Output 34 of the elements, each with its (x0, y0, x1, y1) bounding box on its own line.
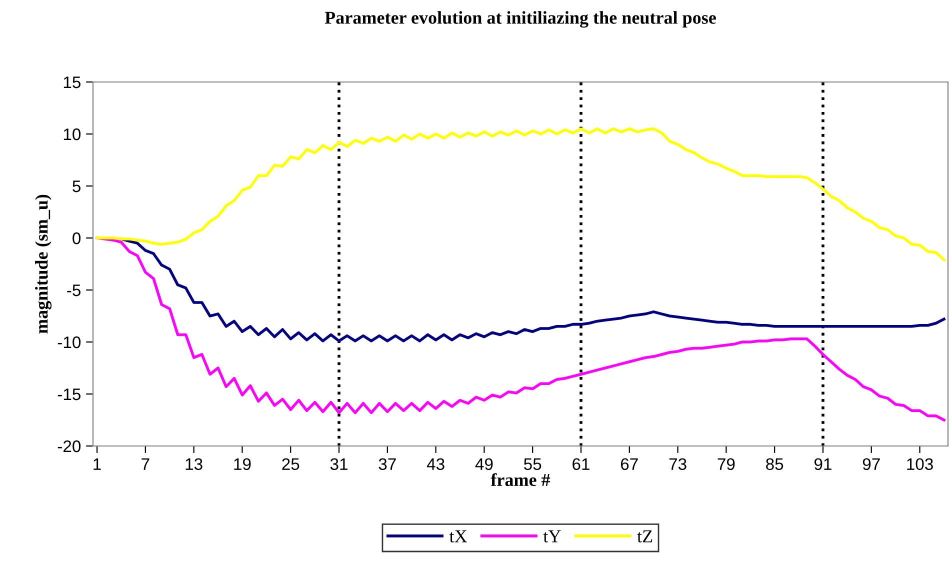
y-tick-label: 15 (64, 76, 80, 88)
y-tick-label: -5 (67, 284, 80, 296)
x-tick-label: 25 (282, 458, 300, 470)
line-series (96, 127, 946, 262)
x-tick-label: 7 (142, 458, 150, 470)
x-tick-label: 19 (234, 458, 251, 470)
y-tick-label: 0 (72, 232, 81, 244)
legend-label: tX (449, 530, 468, 542)
x-tick-label: 43 (426, 458, 444, 470)
y-axis-title: magnitude (sm_u) (35, 194, 52, 334)
y-tick-label: 5 (72, 180, 80, 192)
legend-label: tZ (637, 530, 652, 542)
x-tick-label: 73 (669, 458, 686, 470)
y-tick-label: -20 (58, 440, 81, 452)
y-tick-label: 10 (64, 128, 81, 140)
line-series (120, 238, 946, 342)
chart-title: Parameter evolution at initiliazing the neutral pose (324, 11, 716, 28)
x-tick-label: 31 (330, 458, 348, 470)
x-tick-label: 55 (524, 458, 542, 470)
x-tick-label: 49 (475, 458, 493, 470)
x-axis-title: frame # (490, 473, 550, 486)
x-tick-label: 61 (572, 458, 590, 470)
x-tick-label: 97 (862, 458, 880, 470)
x-tick-label: 91 (814, 458, 832, 470)
x-tick-label: 67 (620, 458, 638, 470)
y-tick-label: -10 (58, 336, 81, 348)
x-tick-label: 79 (718, 458, 735, 470)
x-tick-label: 37 (378, 458, 396, 470)
y-tick-label: -15 (58, 388, 80, 400)
x-tick-label: 1 (94, 458, 101, 470)
legend-label: tY (543, 530, 561, 542)
x-tick-label: 85 (766, 458, 784, 470)
x-tick-label: 103 (907, 458, 933, 470)
x-tick-label: 13 (186, 458, 202, 470)
